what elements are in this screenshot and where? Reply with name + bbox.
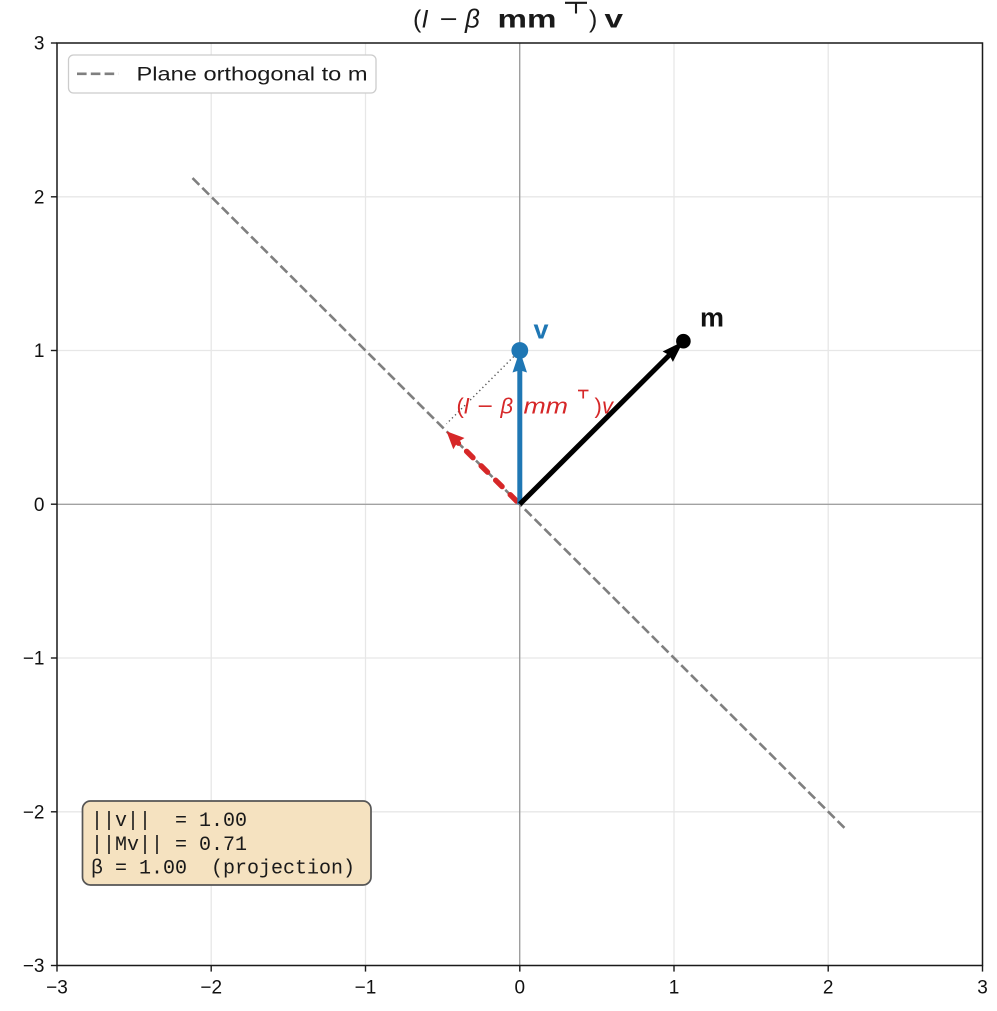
svg-text:mm: mm <box>498 6 557 34</box>
svg-text:||Mv|| = 0.71: ||Mv|| = 0.71 <box>91 834 247 857</box>
svg-text:1: 1 <box>669 978 680 999</box>
svg-text:Plane orthogonal to m: Plane orthogonal to m <box>137 65 368 86</box>
svg-text:3: 3 <box>34 34 45 55</box>
svg-text:−3: −3 <box>46 978 68 999</box>
svg-text:−3: −3 <box>23 956 45 977</box>
svg-text:2: 2 <box>823 978 834 999</box>
svg-text:3: 3 <box>977 978 988 999</box>
svg-text:β: β <box>464 4 480 34</box>
svg-text:−2: −2 <box>200 978 222 999</box>
svg-text:2: 2 <box>34 187 45 208</box>
svg-text:−: − <box>478 394 494 419</box>
svg-text:I: I <box>464 394 470 419</box>
svg-text:): ) <box>589 6 597 34</box>
svg-text:−1: −1 <box>23 649 45 670</box>
svg-text:β: β <box>500 394 514 419</box>
svg-text:m: m <box>700 303 724 333</box>
svg-text:0: 0 <box>34 495 45 516</box>
svg-text:−2: −2 <box>23 803 45 824</box>
svg-text:(: ( <box>457 394 465 419</box>
svg-text:0: 0 <box>515 978 526 999</box>
svg-text:−: − <box>440 6 458 34</box>
svg-text:β = 1.00 (projection): β = 1.00 (projection) <box>91 858 355 881</box>
svg-text:): ) <box>595 394 602 419</box>
svg-text:mm: mm <box>524 394 569 419</box>
svg-text:−1: −1 <box>355 978 377 999</box>
svg-text:||v|| = 1.00: ||v|| = 1.00 <box>91 810 247 833</box>
svg-text:v: v <box>605 6 624 34</box>
svg-text:(: ( <box>413 6 422 34</box>
svg-text:1: 1 <box>34 341 45 362</box>
svg-text:v: v <box>533 315 548 345</box>
svg-text:I: I <box>422 6 429 34</box>
